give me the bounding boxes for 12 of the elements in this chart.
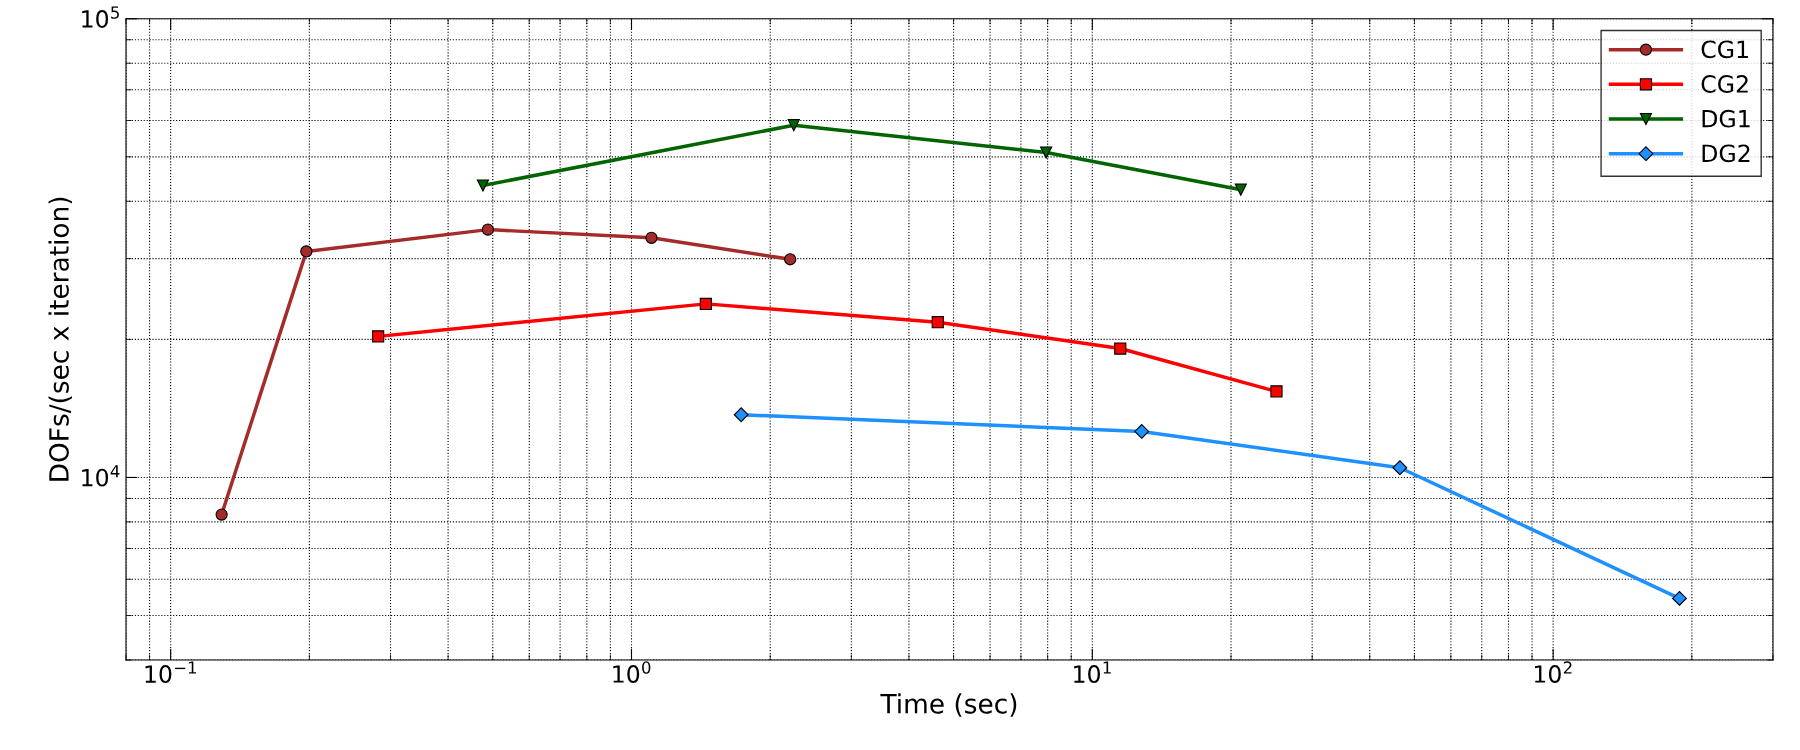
x-tick-label: 10$^{−1}$ xyxy=(145,661,197,683)
x-tick-label: 10$^{1}$ xyxy=(1074,661,1111,683)
x-tick-label: 10$^{2}$ xyxy=(1534,661,1572,683)
x-tick-label: 10$^{0}$ xyxy=(613,661,651,683)
legend-label: DG2 xyxy=(1702,144,1750,163)
x-axis-title: Time (sec) xyxy=(880,693,1017,717)
legend-label: CG2 xyxy=(1701,75,1748,93)
y-tick-label: 10$^{4}$ xyxy=(82,465,120,487)
y-tick-label: 10$^{5}$ xyxy=(82,6,119,28)
legend-label: CG1 xyxy=(1701,40,1748,59)
y-axis-title: DOFs/(sec x iteration) xyxy=(48,197,73,481)
legend-label: DG1 xyxy=(1702,109,1750,128)
